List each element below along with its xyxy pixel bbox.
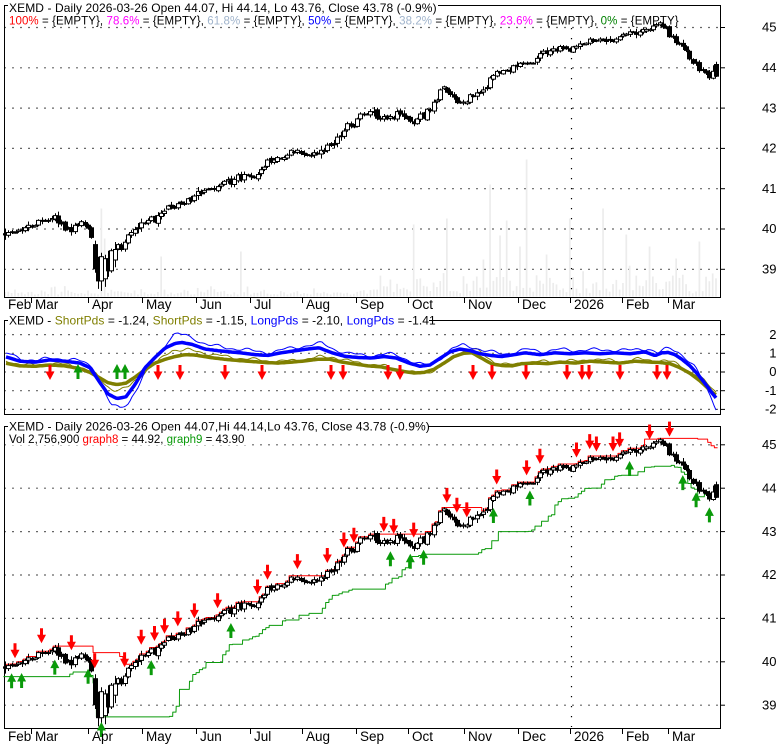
- svg-text:Apr: Apr: [92, 729, 114, 744]
- svg-text:Oct: Oct: [412, 297, 433, 312]
- svg-text:-2: -2: [765, 402, 777, 417]
- svg-text:39: 39: [762, 262, 776, 277]
- svg-text:42: 42: [762, 141, 776, 156]
- svg-text:Mar: Mar: [672, 297, 696, 312]
- svg-text:XEMD - ShortPds = -1.24, Short: XEMD - ShortPds = -1.24, ShortPds = -1.1…: [9, 314, 436, 328]
- svg-text:May: May: [146, 297, 172, 312]
- svg-text:Feb: Feb: [626, 297, 649, 312]
- svg-text:Nov: Nov: [468, 729, 492, 744]
- svg-text:Feb: Feb: [8, 297, 31, 312]
- svg-text:45: 45: [762, 437, 776, 452]
- svg-text:Mar: Mar: [672, 729, 696, 744]
- svg-text:39: 39: [762, 697, 776, 712]
- svg-text:0: 0: [769, 364, 776, 379]
- svg-text:43: 43: [762, 524, 776, 539]
- svg-text:40: 40: [762, 654, 776, 669]
- svg-text:2: 2: [769, 327, 776, 342]
- svg-text:2026: 2026: [574, 297, 604, 312]
- svg-text:40: 40: [762, 221, 776, 236]
- svg-text:Vol 2,756,900 graph8 = 44.92,: Vol 2,756,900 graph8 = 44.92, graph9 = 4…: [9, 434, 244, 446]
- svg-text:Jun: Jun: [200, 729, 222, 744]
- svg-text:XEMD - Daily 2026-03-26 Open 4: XEMD - Daily 2026-03-26 Open 44.07, Hi 4…: [9, 1, 437, 15]
- svg-text:May: May: [146, 729, 172, 744]
- svg-text:44: 44: [762, 60, 776, 75]
- svg-text:Aug: Aug: [306, 729, 330, 744]
- svg-text:Mar: Mar: [35, 297, 59, 312]
- svg-text:Sep: Sep: [360, 297, 384, 312]
- svg-text:Mar: Mar: [35, 729, 59, 744]
- svg-text:Feb: Feb: [626, 729, 649, 744]
- svg-text:41: 41: [762, 611, 776, 626]
- svg-text:Apr: Apr: [92, 297, 114, 312]
- svg-text:Feb: Feb: [8, 729, 31, 744]
- svg-text:Aug: Aug: [306, 297, 330, 312]
- svg-text:42: 42: [762, 567, 776, 582]
- svg-text:Jul: Jul: [254, 297, 271, 312]
- svg-text:Oct: Oct: [412, 729, 433, 744]
- svg-text:Jun: Jun: [200, 297, 222, 312]
- svg-text:Dec: Dec: [522, 729, 546, 744]
- svg-text:Jul: Jul: [254, 729, 271, 744]
- svg-text:41: 41: [762, 181, 776, 196]
- svg-text:Nov: Nov: [468, 297, 492, 312]
- svg-text:2026: 2026: [574, 729, 604, 744]
- svg-text:Sep: Sep: [360, 729, 384, 744]
- svg-text:XEMD - Daily 2026-03-26 Open 4: XEMD - Daily 2026-03-26 Open 44.07,Hi 44…: [9, 420, 430, 434]
- svg-text:100% = {EMPTY}, 78.6% = {EMPTY: 100% = {EMPTY}, 78.6% = {EMPTY}, 61.8% =…: [9, 16, 679, 28]
- svg-text:45: 45: [762, 20, 776, 35]
- svg-text:44: 44: [762, 480, 776, 495]
- svg-text:-1: -1: [765, 383, 777, 398]
- svg-text:Dec: Dec: [522, 297, 546, 312]
- svg-text:43: 43: [762, 100, 776, 115]
- svg-text:1: 1: [769, 346, 776, 361]
